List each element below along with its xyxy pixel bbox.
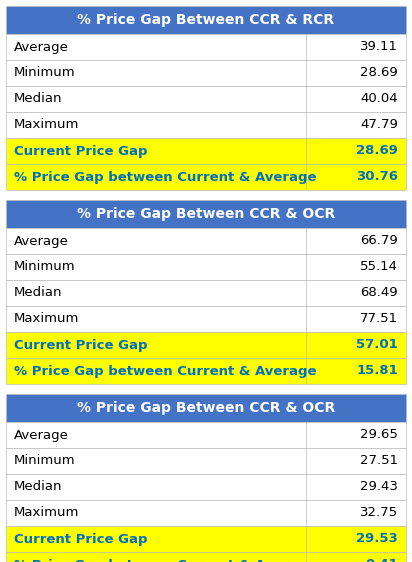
Bar	[6, 138, 406, 164]
Bar	[6, 500, 406, 526]
Text: Average: Average	[14, 428, 69, 442]
Bar	[6, 34, 406, 60]
Text: 29.43: 29.43	[360, 481, 398, 493]
Bar	[6, 474, 406, 500]
Text: 29.65: 29.65	[360, 428, 398, 442]
Text: 66.79: 66.79	[360, 234, 398, 247]
Text: Average: Average	[14, 40, 69, 53]
Text: 68.49: 68.49	[360, 287, 398, 300]
Bar	[6, 60, 406, 86]
Text: 29.53: 29.53	[356, 533, 398, 546]
Text: Maximum: Maximum	[14, 119, 80, 132]
Text: 32.75: 32.75	[360, 506, 398, 519]
Text: % Price Gap between Current & Average: % Price Gap between Current & Average	[14, 365, 316, 378]
Text: 30.76: 30.76	[356, 170, 398, 184]
Bar	[6, 552, 406, 562]
Bar	[6, 332, 406, 358]
Bar	[6, 86, 406, 112]
Bar	[6, 526, 406, 552]
Text: % Price Gap Between CCR & OCR: % Price Gap Between CCR & OCR	[77, 401, 335, 415]
Bar	[6, 254, 406, 280]
Text: Maximum: Maximum	[14, 312, 80, 325]
Text: 55.14: 55.14	[360, 261, 398, 274]
Text: 15.81: 15.81	[356, 365, 398, 378]
Bar	[6, 112, 406, 138]
Text: 47.79: 47.79	[360, 119, 398, 132]
Text: Median: Median	[14, 481, 63, 493]
Text: 28.69: 28.69	[356, 144, 398, 157]
Text: 40.04: 40.04	[360, 93, 398, 106]
Bar	[6, 228, 406, 254]
Text: 0.41: 0.41	[365, 559, 398, 562]
Bar	[6, 448, 406, 474]
Text: % Price Gap Between CCR & RCR: % Price Gap Between CCR & RCR	[77, 13, 335, 27]
Text: Maximum: Maximum	[14, 506, 80, 519]
Bar	[6, 6, 406, 34]
Text: Average: Average	[14, 234, 69, 247]
Text: Current Price Gap: Current Price Gap	[14, 338, 147, 351]
Text: 28.69: 28.69	[360, 66, 398, 79]
Text: % Price Gap Between CCR & OCR: % Price Gap Between CCR & OCR	[77, 207, 335, 221]
Bar	[6, 306, 406, 332]
Bar	[6, 358, 406, 384]
Bar	[6, 164, 406, 190]
Text: 39.11: 39.11	[360, 40, 398, 53]
Text: Current Price Gap: Current Price Gap	[14, 533, 147, 546]
Bar	[6, 280, 406, 306]
Text: Minimum: Minimum	[14, 261, 76, 274]
Text: Minimum: Minimum	[14, 455, 76, 468]
Text: Median: Median	[14, 93, 63, 106]
Bar	[6, 422, 406, 448]
Bar	[6, 394, 406, 422]
Text: % Price Gap between Current & Average: % Price Gap between Current & Average	[14, 559, 316, 562]
Text: 27.51: 27.51	[360, 455, 398, 468]
Text: Current Price Gap: Current Price Gap	[14, 144, 147, 157]
Text: % Price Gap between Current & Average: % Price Gap between Current & Average	[14, 170, 316, 184]
Text: 77.51: 77.51	[360, 312, 398, 325]
Bar	[6, 200, 406, 228]
Text: Minimum: Minimum	[14, 66, 76, 79]
Text: Median: Median	[14, 287, 63, 300]
Text: 57.01: 57.01	[356, 338, 398, 351]
